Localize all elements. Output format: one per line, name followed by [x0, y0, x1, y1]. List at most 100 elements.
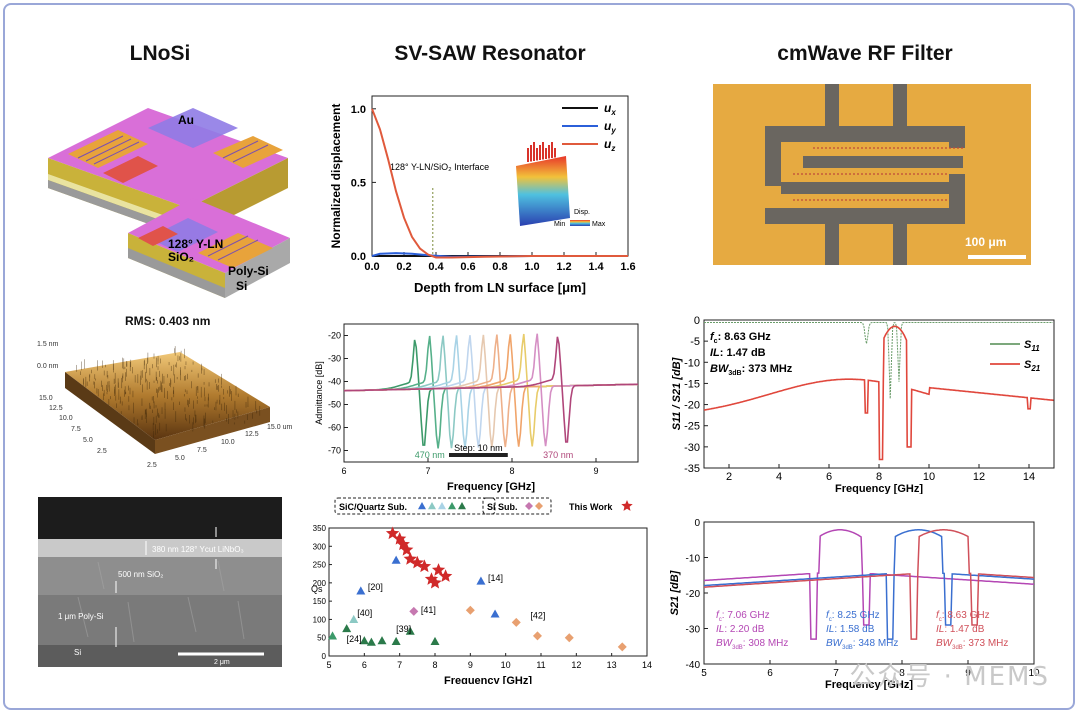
legend-box-si [482, 497, 552, 515]
inset-colorbar [570, 220, 590, 226]
reference-label: [39] [396, 624, 411, 634]
chart-qs: 5 6 7 8 9 10 11 12 13 14 0 50 100 150 200 250 300 350 Freq… [311, 497, 652, 684]
x-axis-label: Frequency [GHz] [447, 481, 535, 493]
x-tick-label: 12 [973, 471, 985, 483]
x-tick-label: 4 [776, 471, 782, 483]
point-sic [430, 636, 440, 645]
point-sic [476, 576, 486, 585]
legend-label-ux: ux [604, 101, 616, 117]
x-tick-label: 9 [965, 668, 971, 679]
x-tick-label: 5 [326, 660, 331, 670]
x-tick-label: 7 [425, 466, 430, 476]
point-sic [366, 637, 376, 646]
label-sio2: SiO₂ [168, 250, 194, 264]
svg-text:12.5: 12.5 [245, 431, 259, 438]
y-tick-label: 50 [317, 634, 326, 643]
legend-sic-marker [438, 502, 446, 510]
x-tick-label: 7 [833, 668, 839, 679]
label-ln: 128° Y-LN [168, 237, 223, 251]
y-axis-label: Qs [311, 584, 323, 594]
admittance-curve [344, 334, 638, 448]
layer-stack-diagram: Au 128° Y-LN SiO₂ Poly-Si Si [48, 108, 290, 298]
x-tick-label: 11 [536, 660, 545, 670]
x-tick-label: 0.0 [364, 261, 379, 273]
x-tick-label: 8 [876, 471, 882, 483]
x-tick-label: 0.2 [396, 261, 411, 273]
watermark: 公众号 · MEMS [849, 662, 1050, 692]
point-sic [490, 609, 500, 618]
point-this-work [438, 569, 453, 582]
sem-polysi-label: 1 μm Poly-Si [58, 612, 104, 621]
micrograph-scalebar: 100 μm [965, 235, 1006, 249]
point-si [409, 606, 419, 616]
legend-sic-marker [428, 502, 436, 510]
point-sic [405, 626, 415, 635]
x-tick-label: 14 [1023, 471, 1035, 483]
annotation-end: 370 nm [543, 450, 573, 460]
point-sic [359, 636, 369, 645]
point-si [465, 605, 475, 615]
y-tick-label: -30 [686, 625, 701, 636]
spec-row: BW3dB: 308 MHz [716, 638, 788, 651]
title-svsaw: SV-SAW Resonator [394, 42, 586, 65]
y-axis-label: Admittance [dB] [314, 361, 324, 425]
admittance-curve [344, 335, 638, 449]
y-tick-label: -40 [686, 660, 701, 671]
svg-text:2.5: 2.5 [147, 462, 157, 469]
annotation-start: 470 nm [415, 450, 445, 460]
x-tick-label: 1.4 [588, 261, 604, 273]
point-sic [377, 636, 387, 645]
x-axis-label: Frequency [GHz] [444, 675, 532, 684]
point-this-work [431, 563, 446, 576]
y-tick-label: 250 [313, 561, 327, 570]
reference-label: [24] [347, 634, 362, 644]
x-tick-label: 0.8 [492, 261, 507, 273]
y-tick-label: 200 [313, 579, 327, 588]
interface-annotation: 128° Y-LN/SiO₂ Interface [390, 162, 489, 172]
y-tick-label: -20 [686, 589, 701, 600]
svg-text:10.0: 10.0 [59, 415, 73, 422]
point-si [511, 617, 521, 627]
legend-si-label: Si Sub. [487, 502, 518, 512]
y-tick-label: 0 [694, 518, 700, 529]
annotation-step: Step: 10 nm [454, 443, 503, 453]
point-this-work [400, 542, 414, 556]
y-axis-label: Normalized displacement [329, 104, 343, 249]
x-tick-label: 1.2 [556, 261, 571, 273]
y-tick-label: 1.0 [351, 104, 366, 116]
x-tick-label: 7 [397, 660, 402, 670]
x-tick-label: 5 [701, 668, 707, 679]
inset-max-label: Max [592, 221, 606, 228]
svg-text:7.5: 7.5 [197, 447, 207, 454]
x-tick-label: 10 [1028, 668, 1040, 679]
x-tick-label: 8 [509, 466, 514, 476]
x-axis-label: Frequency [GHz] [825, 679, 913, 690]
y-tick-label: -30 [684, 442, 700, 454]
y-tick-label: -15 [684, 378, 700, 390]
svg-text:7.5: 7.5 [71, 426, 81, 433]
y-tick-label: -10 [684, 357, 700, 369]
legend-this-marker [621, 500, 633, 511]
svg-text:2.5: 2.5 [97, 448, 107, 455]
point-si [617, 642, 627, 652]
y-tick-label: -5 [690, 336, 700, 348]
x-axis-label: Frequency [GHz] [835, 483, 923, 494]
y-tick-label: -40 [328, 377, 341, 387]
label-si: Si [236, 279, 247, 293]
y-tick-label: -60 [328, 423, 341, 433]
label-au: Au [178, 113, 194, 127]
x-tick-label: 10 [501, 660, 511, 670]
sem-sio2-label: 500 nm SiO₂ [118, 570, 163, 579]
spec-row: fc: 8.63 GHz [936, 610, 990, 623]
point-sic [349, 614, 359, 624]
legend-label-S11: S11 [1024, 339, 1040, 353]
series-filter [703, 529, 1034, 640]
legend-sic-marker [418, 502, 426, 510]
y-tick-label: -20 [684, 400, 700, 412]
label-polysi: Poly-Si [228, 264, 269, 278]
svg-text:1.5 nm: 1.5 nm [37, 341, 59, 348]
legend-label-uz: uz [604, 137, 615, 153]
svg-text:5.0: 5.0 [83, 437, 93, 444]
legend-si-marker [535, 502, 543, 510]
point-si [564, 633, 574, 643]
